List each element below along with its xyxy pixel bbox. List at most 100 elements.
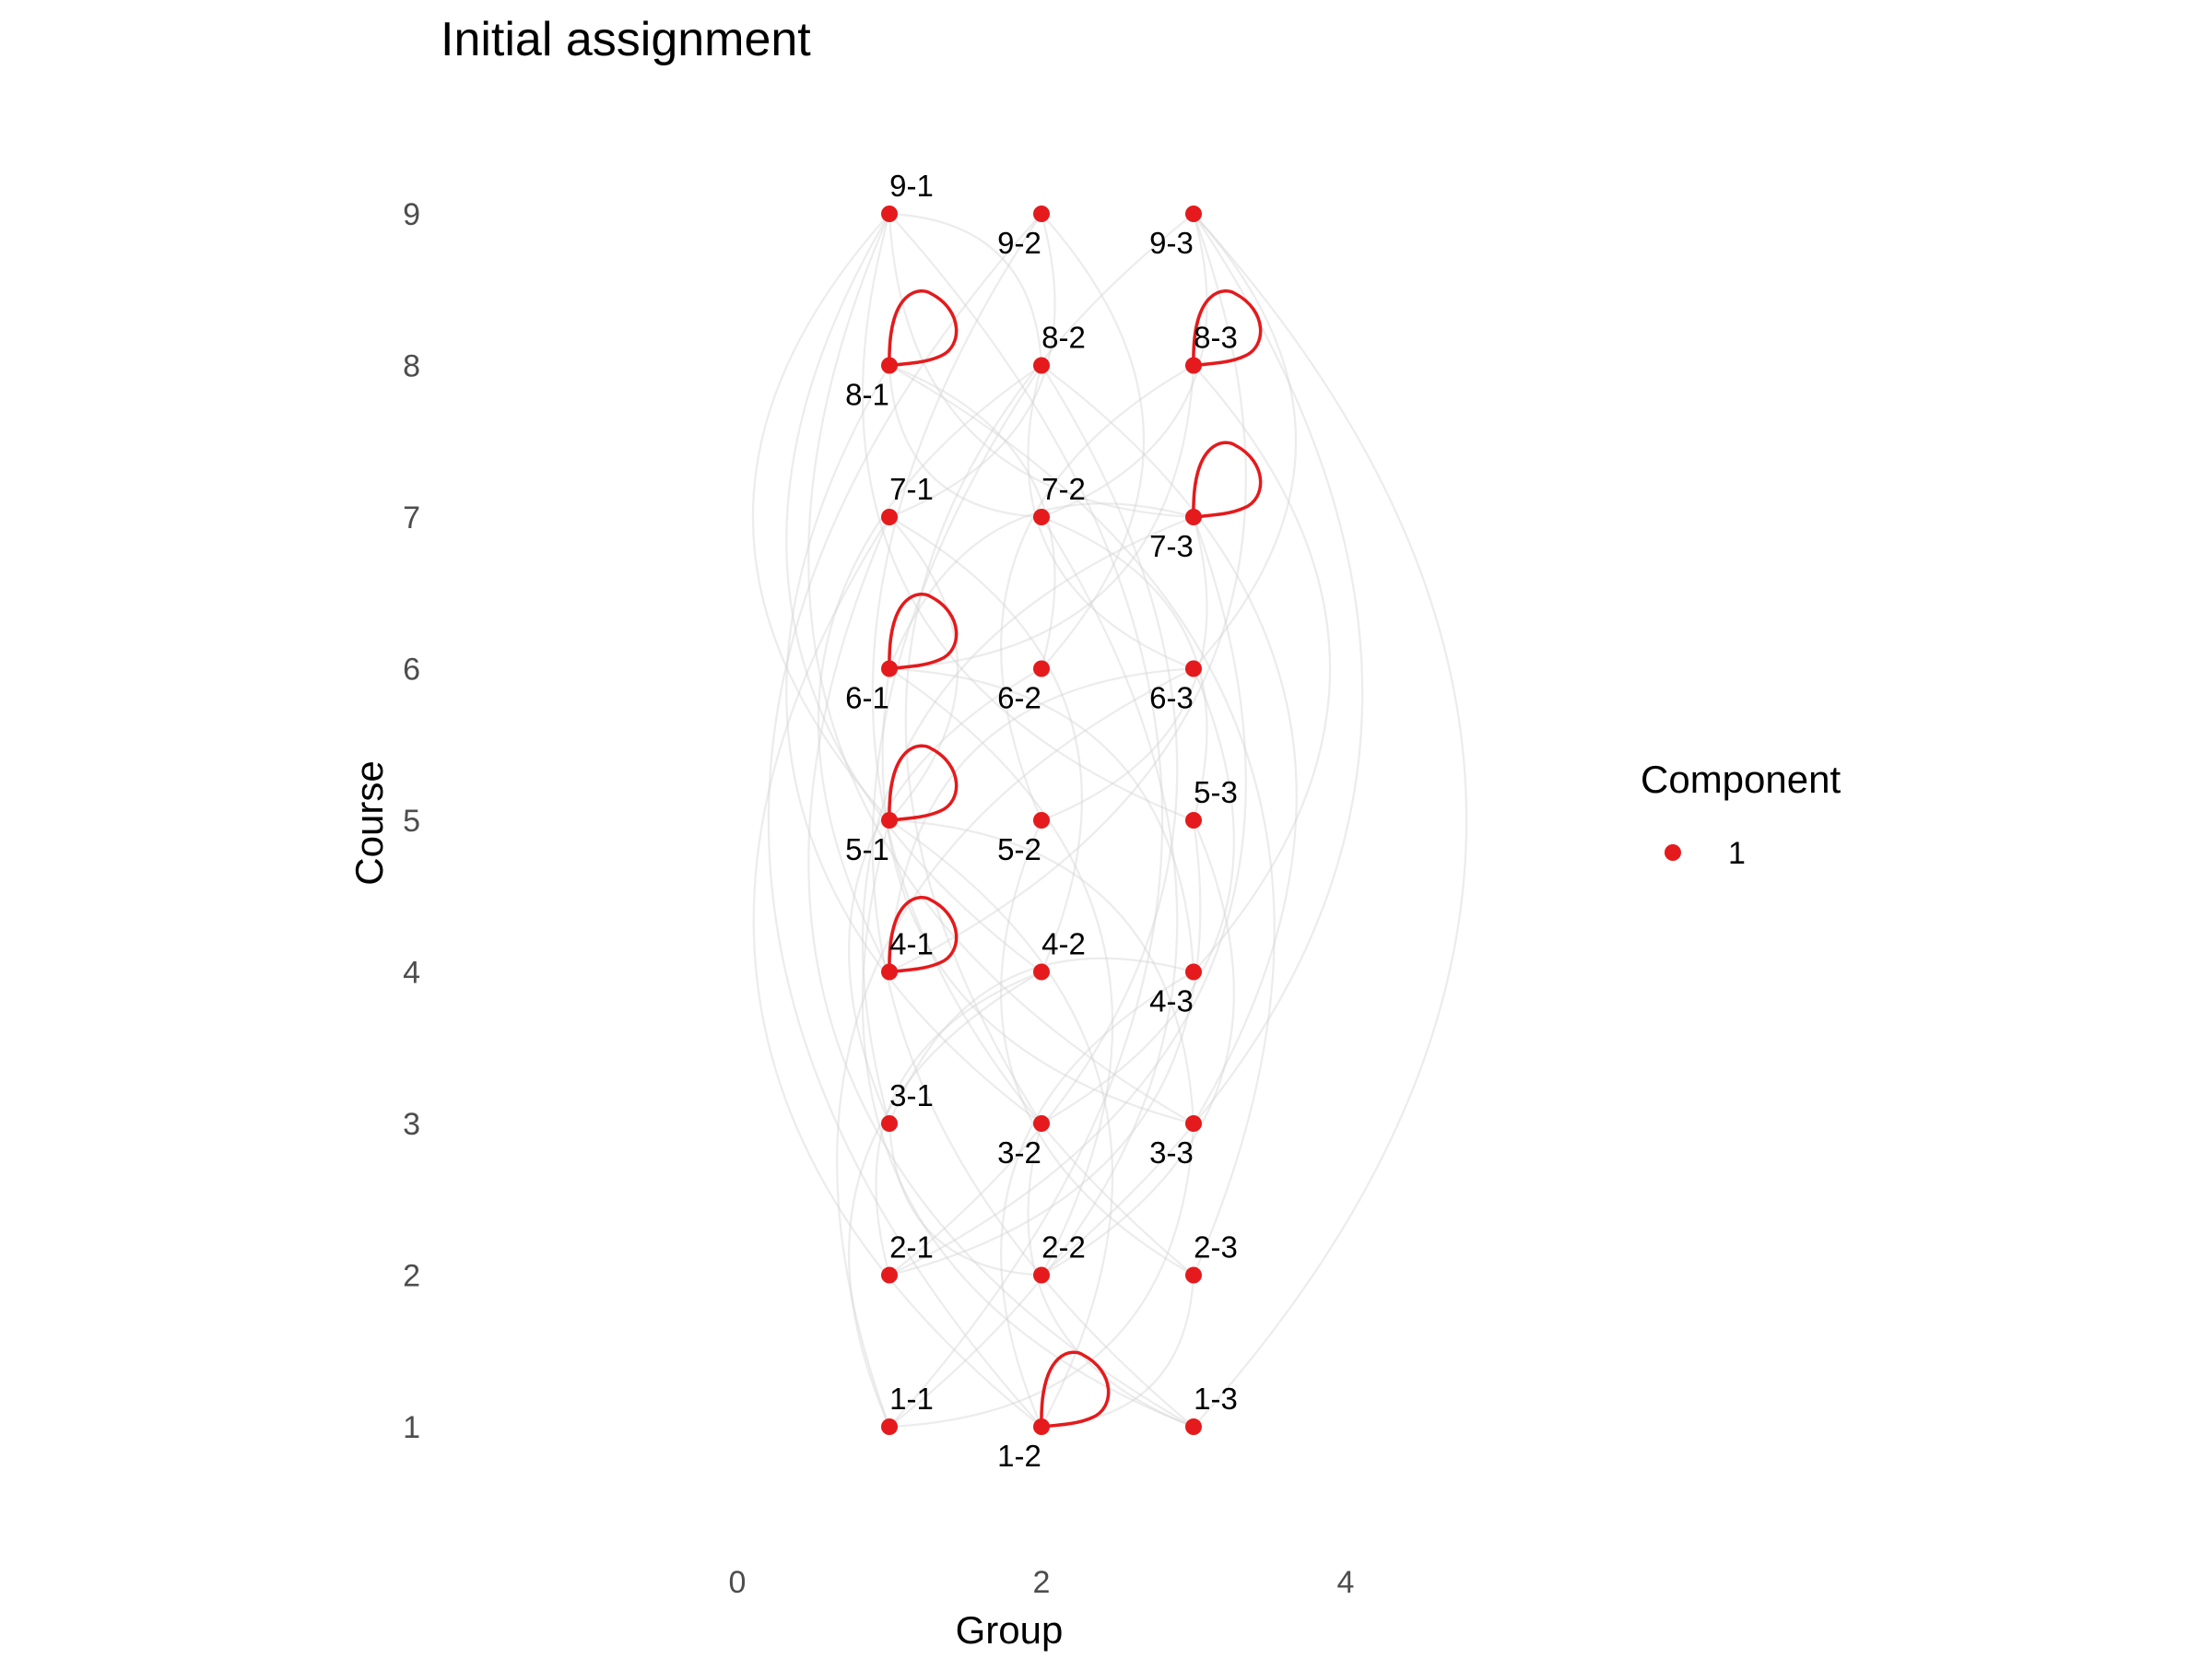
point-5-1	[881, 812, 898, 829]
y-tick-8: 8	[403, 349, 420, 384]
node-label-4-2: 4-2	[1041, 927, 1086, 961]
edge-1-1-7-2	[888, 516, 1179, 1428]
edge-4-1-6-3	[888, 667, 1194, 972]
edge-4-2-9-1	[785, 213, 1042, 973]
edge-2-2-9-3	[1041, 213, 1364, 1277]
node-label-3-1: 3-1	[889, 1078, 934, 1112]
edge-1-3-8-2	[871, 364, 1194, 1428]
node-label-6-1: 6-1	[845, 681, 889, 715]
x-axis: 0 2 4	[729, 1565, 1355, 1600]
edge-2-3-8-1	[888, 364, 1276, 1276]
y-tick-4: 4	[403, 956, 420, 991]
edge-1-2-2-3	[1041, 1275, 1195, 1429]
node-label-4-3: 4-3	[1149, 984, 1194, 1018]
point-6-1	[881, 660, 898, 677]
edge-6-1-8-3	[888, 365, 1195, 670]
point-3-1	[881, 1115, 898, 1132]
point-2-2	[1033, 1266, 1050, 1284]
edge-2-1-5-3	[888, 819, 1202, 1277]
edge-5-2-7-3	[1041, 516, 1208, 822]
edge-1-2-7-1	[752, 516, 1042, 1428]
y-axis: 1 2 3 4 5 6 7 8 9	[403, 197, 420, 1445]
point-3-2	[1033, 1115, 1050, 1132]
node-label-5-1: 5-1	[845, 832, 889, 866]
point-9-3	[1185, 206, 1202, 222]
y-tick-7: 7	[403, 500, 420, 535]
point-8-1	[881, 357, 898, 374]
edge-1-3-5-1	[861, 819, 1194, 1429]
node-label-3-2: 3-2	[997, 1135, 1041, 1170]
node-label-4-1: 4-1	[889, 927, 934, 961]
node-label-8-2: 8-2	[1041, 321, 1086, 355]
x-tick-4: 4	[1337, 1565, 1355, 1600]
node-label-5-2: 5-2	[997, 832, 1041, 866]
edge-8-2-9-1	[888, 212, 1043, 366]
node-label-7-3: 7-3	[1149, 529, 1194, 563]
edge-3-3-5-1	[888, 818, 1195, 1124]
point-7-2	[1033, 509, 1050, 525]
edge-7-1-9-2	[888, 213, 1056, 519]
node-label-3-3: 3-3	[1149, 1135, 1194, 1170]
node-label-8-1: 8-1	[845, 378, 889, 412]
edge-5-1-9-1	[752, 213, 890, 821]
edge-1-3-3-2	[1027, 1123, 1194, 1429]
loop-layer	[888, 289, 1263, 1429]
point-6-2	[1033, 660, 1050, 677]
node-label-1-1: 1-1	[889, 1382, 934, 1416]
loop-7-3	[1192, 441, 1263, 519]
edge-1-1-6-3	[836, 667, 1194, 1428]
loop-8-1	[888, 289, 959, 368]
edge-1-1-4-2	[848, 971, 1042, 1428]
edge-5-3-9-1	[861, 213, 1194, 822]
edge-5-3-7-2	[1041, 515, 1208, 821]
point-4-2	[1033, 963, 1050, 981]
edge-7-2-9-3	[1041, 213, 1208, 519]
node-label-7-1: 7-1	[889, 472, 934, 506]
point-2-1	[881, 1266, 898, 1284]
edge-3-3-8-2	[1041, 364, 1298, 1124]
point-9-2	[1033, 206, 1050, 222]
y-tick-3: 3	[403, 1107, 420, 1142]
y-tick-5: 5	[403, 804, 420, 839]
edge-7-2-8-1	[888, 365, 1042, 519]
edge-3-2-6-3	[1041, 668, 1235, 1124]
legend-key-point	[1665, 844, 1681, 861]
node-label-9-1: 9-1	[889, 169, 934, 203]
edge-6-2-8-1	[888, 364, 1056, 669]
node-label-5-3: 5-3	[1194, 775, 1238, 809]
x-tick-0: 0	[729, 1565, 747, 1600]
edge-1-3-9-3	[1193, 213, 1468, 1428]
legend: Component 1	[1641, 758, 1841, 871]
node-label-6-2: 6-2	[997, 681, 1041, 715]
point-7-3	[1185, 509, 1202, 525]
point-4-1	[881, 963, 898, 981]
edge-1-3-7-1	[807, 516, 1194, 1428]
point-7-1	[881, 509, 898, 525]
node-label-2-1: 2-1	[889, 1230, 934, 1265]
point-3-3	[1185, 1115, 1202, 1132]
point-5-2	[1033, 812, 1050, 829]
edge-4-3-8-3	[1193, 364, 1331, 973]
node-label-9-2: 9-2	[997, 226, 1041, 260]
edge-layer	[752, 212, 1468, 1429]
point-5-3	[1185, 812, 1202, 829]
point-8-3	[1185, 357, 1202, 374]
edge-3-3-9-1	[807, 213, 1194, 1124]
y-tick-1: 1	[403, 1410, 420, 1445]
edge-4-1-8-2	[818, 364, 1042, 973]
legend-entry-1: 1	[1728, 836, 1746, 871]
edge-3-1-7-3	[861, 515, 1194, 1124]
x-tick-2: 2	[1033, 1565, 1051, 1600]
node-label-2-2: 2-2	[1041, 1230, 1086, 1265]
node-label-1-2: 1-2	[997, 1439, 1041, 1473]
node-label-2-3: 2-3	[1194, 1230, 1238, 1265]
edge-2-2-6-1	[888, 667, 1113, 1277]
edge-3-2-9-3	[904, 213, 1194, 1124]
y-tick-6: 6	[403, 653, 420, 688]
edge-6-3-9-3	[1193, 213, 1297, 670]
node-label-9-3: 9-3	[1149, 226, 1194, 260]
point-4-3	[1185, 963, 1202, 981]
edge-5-2-8-3	[1000, 364, 1194, 821]
y-axis-title: Course	[347, 760, 391, 885]
